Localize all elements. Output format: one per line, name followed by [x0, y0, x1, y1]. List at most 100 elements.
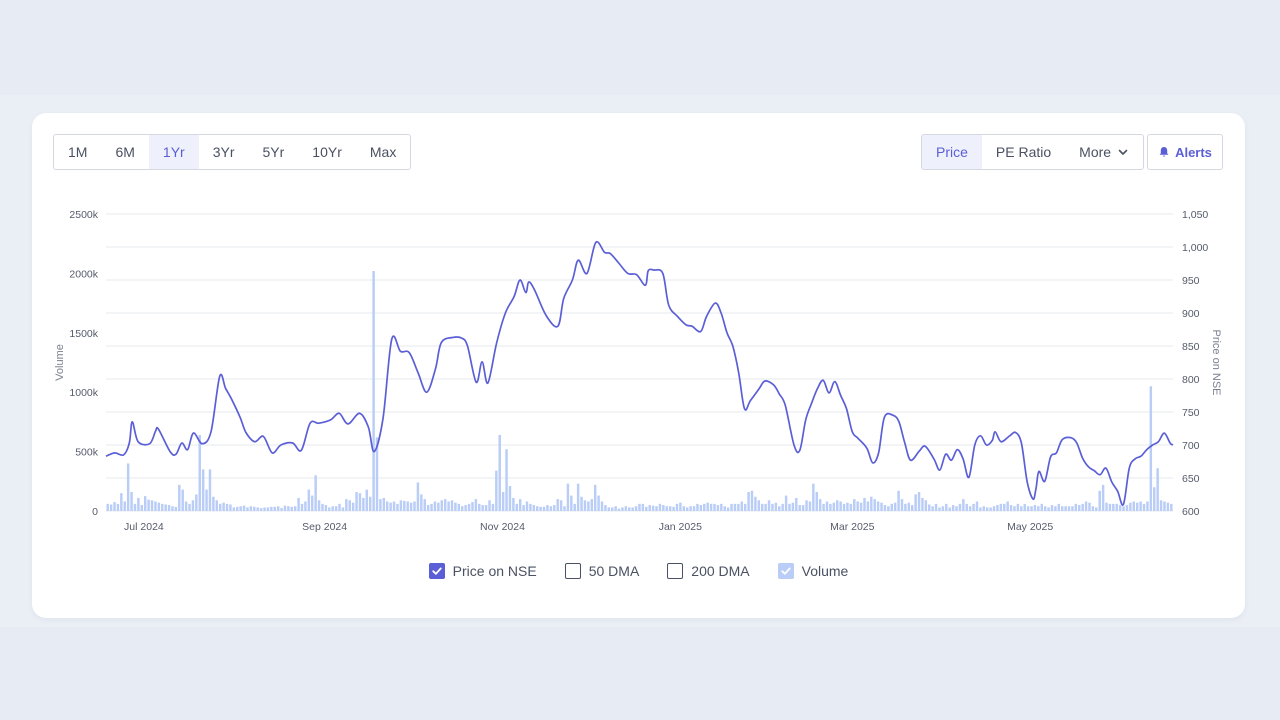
volume-bar	[188, 503, 191, 511]
volume-bar	[382, 497, 386, 511]
volume-bars	[106, 271, 1173, 511]
volume-bar	[597, 495, 600, 511]
checkbox-unchecked-icon	[667, 563, 684, 579]
volume-bar	[781, 503, 784, 511]
y2-tick-label: 1,050	[1182, 209, 1208, 221]
range-6m-button[interactable]: 6M	[115, 144, 135, 160]
volume-bar	[968, 506, 972, 511]
volume-bar	[723, 506, 726, 511]
volume-bar	[300, 503, 304, 511]
y-tick-label: 0	[92, 506, 98, 518]
more-dropdown-button[interactable]: More	[1065, 135, 1143, 169]
volume-bar	[440, 500, 444, 511]
volume-bar	[1043, 506, 1047, 511]
volume-bar	[276, 506, 280, 511]
legend-volume-toggle[interactable]: Volume	[777, 563, 849, 579]
volume-bar	[403, 500, 406, 511]
volume-bar	[1081, 503, 1084, 511]
range-10yr-button[interactable]: 10Yr	[312, 144, 342, 160]
legend-price-toggle[interactable]: Price on NSE	[428, 563, 537, 579]
volume-bar	[914, 494, 917, 511]
volume-bar	[229, 504, 232, 511]
y-tick-label: 1500k	[69, 328, 98, 340]
range-3yr-button[interactable]: 3Yr	[212, 144, 235, 160]
volume-bar	[604, 505, 607, 511]
volume-bar	[437, 502, 440, 511]
x-tick-label: Mar 2025	[830, 521, 875, 533]
volume-bar	[1125, 505, 1129, 511]
volume-bar	[887, 506, 890, 511]
volume-bar	[161, 503, 164, 511]
volume-bar	[355, 491, 358, 511]
volume-bar	[1047, 507, 1050, 511]
volume-bar	[600, 501, 604, 511]
volume-bar	[870, 496, 873, 511]
volume-bar	[1040, 503, 1043, 511]
volume-bar	[556, 499, 559, 511]
volume-bar	[985, 507, 989, 511]
volume-bar	[733, 503, 737, 511]
volume-bar	[890, 503, 893, 511]
volume-bar	[396, 503, 399, 511]
volume-bar	[195, 494, 198, 511]
range-1m-button[interactable]: 1M	[68, 144, 88, 160]
x-tick-label: Nov 2024	[480, 521, 525, 533]
volume-bar	[498, 434, 501, 511]
range-1yr-button[interactable]: 1Yr	[148, 135, 199, 169]
volume-bar	[351, 502, 355, 511]
volume-bar	[835, 500, 839, 511]
legend-50dma-toggle[interactable]: 50 DMA	[564, 563, 640, 579]
volume-bar	[798, 505, 801, 511]
legend-50dma-label: 50 DMA	[588, 563, 640, 579]
volume-bar	[1142, 503, 1146, 511]
volume-bar	[246, 507, 249, 511]
volume-bar	[818, 499, 822, 511]
volume-bar	[253, 506, 256, 511]
volume-bar	[996, 505, 999, 511]
volume-bar	[859, 502, 863, 511]
volume-bar	[709, 503, 713, 511]
volume-bar	[198, 434, 201, 511]
volume-bar	[764, 503, 767, 511]
volume-bar	[1023, 503, 1026, 511]
range-5yr-button[interactable]: 5Yr	[262, 144, 285, 160]
volume-bar	[583, 500, 587, 511]
alerts-button[interactable]: Alerts	[1147, 134, 1223, 170]
volume-bar	[839, 501, 842, 511]
y-tick-label: 500k	[75, 447, 99, 459]
legend-200dma-toggle[interactable]: 200 DMA	[667, 563, 750, 579]
volume-bar	[1115, 503, 1118, 511]
volume-bar	[645, 506, 648, 511]
volume-bar	[655, 506, 658, 511]
volume-bar	[259, 508, 263, 511]
volume-bar	[430, 503, 433, 511]
volume-bar	[184, 501, 188, 511]
volume-bar	[559, 500, 563, 511]
volume-bar	[590, 499, 594, 511]
volume-bar	[106, 503, 109, 511]
volume-bar	[945, 503, 948, 511]
volume-bar	[904, 503, 907, 511]
legend-price-label: Price on NSE	[452, 563, 537, 579]
volume-bar	[553, 505, 556, 511]
volume-bar	[123, 501, 126, 511]
volume-bar	[760, 503, 764, 511]
volume-bar	[941, 506, 945, 511]
volume-bar	[491, 503, 495, 511]
x-tick-label: May 2025	[1007, 521, 1053, 533]
volume-bar	[1153, 487, 1156, 511]
volume-bar	[1132, 501, 1136, 511]
volume-bar	[1057, 503, 1061, 511]
volume-bar	[201, 469, 205, 511]
volume-bar	[484, 505, 488, 511]
view-price-button[interactable]: Price	[922, 135, 982, 169]
range-max-button[interactable]: Max	[369, 144, 397, 160]
legend-volume-label: Volume	[801, 563, 849, 579]
volume-bar	[1016, 503, 1020, 511]
volume-bar	[900, 499, 904, 511]
view-pe-ratio-label: PE Ratio	[995, 144, 1052, 160]
volume-bar	[1112, 503, 1115, 511]
volume-bar	[587, 501, 590, 511]
view-pe-ratio-button[interactable]: PE Ratio	[982, 135, 1065, 169]
volume-bar	[1139, 501, 1142, 511]
